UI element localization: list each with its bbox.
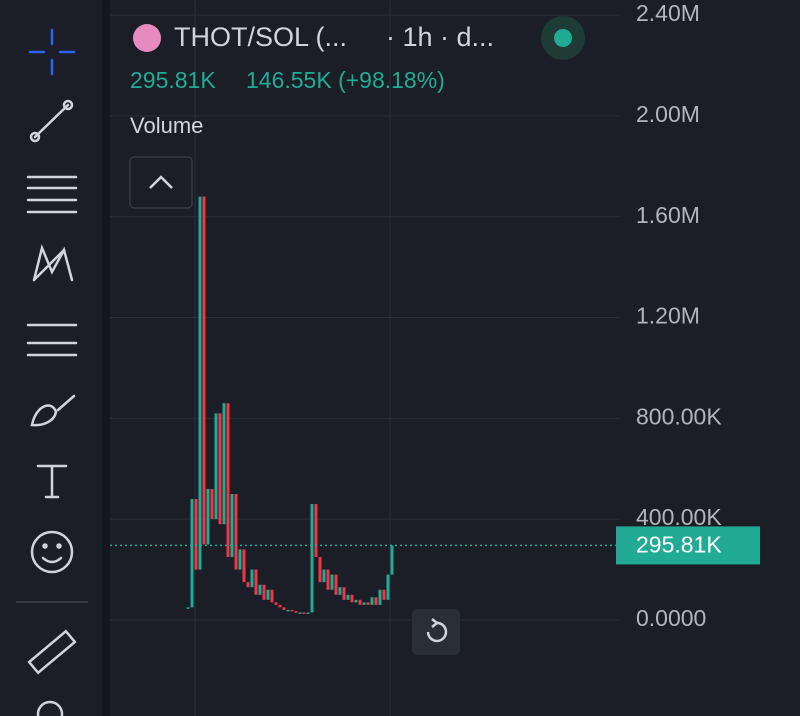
ruler-tool[interactable] (27, 629, 77, 675)
fib-tool[interactable] (26, 175, 78, 214)
pattern-tool[interactable] (32, 244, 74, 282)
candle (238, 549, 242, 570)
symbol: THOT/SOL (... (174, 22, 347, 52)
candle (226, 403, 230, 557)
last-price-label: 295.81K (636, 532, 722, 558)
zoom-tool[interactable] (36, 700, 64, 716)
candle (222, 403, 226, 525)
candle (230, 493, 234, 557)
candle (278, 604, 282, 608)
y-tick-label: 0.0000 (636, 605, 706, 631)
candle (390, 545, 394, 575)
candle (294, 611, 298, 613)
candle (190, 499, 194, 608)
candle (326, 569, 330, 590)
candle (210, 488, 214, 520)
candle (194, 499, 198, 570)
candle (186, 607, 190, 609)
candle (270, 589, 274, 603)
candle (266, 589, 270, 600)
brush-tool[interactable] (30, 394, 76, 427)
emoji-tool[interactable] (30, 530, 74, 574)
candle (198, 196, 202, 570)
trendline-tool[interactable] (29, 99, 74, 143)
candle (290, 609, 294, 612)
y-tick-label: 2.00M (636, 101, 700, 127)
candle (218, 413, 222, 525)
plot (110, 0, 620, 716)
reset-button[interactable] (412, 609, 460, 655)
y-tick-label: 800.00K (636, 403, 722, 429)
indicator-label: Volume (130, 113, 203, 138)
candle (374, 597, 378, 605)
candle (262, 584, 266, 600)
candle (342, 587, 346, 600)
y-tick-label: 1.20M (636, 303, 700, 329)
price: 295.81K (130, 67, 216, 93)
candle (246, 582, 250, 588)
candle (370, 597, 374, 605)
candle (318, 556, 322, 583)
last-price-tag (616, 526, 760, 565)
candle (206, 488, 210, 545)
candle (274, 602, 278, 605)
candle (330, 574, 334, 590)
candle (314, 504, 318, 557)
legend: THOT/SOL (... · 1h · d... 295.81K 146.55… (129, 16, 585, 655)
candle (302, 612, 306, 614)
change: 146.55K (+98.18%) (246, 67, 445, 93)
status-dot (554, 29, 572, 47)
collapse-button[interactable] (129, 156, 193, 209)
candle (250, 569, 254, 588)
y-tick-label: 400.00K (636, 504, 722, 530)
candle (366, 602, 370, 605)
candle (306, 612, 310, 614)
candle (298, 612, 302, 614)
candle (242, 549, 246, 583)
toolbar (0, 0, 102, 716)
token-icon (133, 24, 161, 52)
candle (254, 569, 258, 595)
candle (354, 599, 358, 603)
candle (214, 413, 218, 520)
toolbar-icons[interactable] (16, 28, 88, 716)
candle (286, 609, 290, 612)
candle (350, 594, 354, 603)
text-tool[interactable] (36, 464, 68, 499)
candle (310, 504, 314, 613)
candle (338, 587, 342, 595)
candle (322, 569, 326, 583)
candle (334, 574, 338, 595)
chart-pane (110, 0, 800, 716)
candle (362, 602, 366, 605)
y-tick-label: 2.40M (636, 0, 700, 26)
forecast-tool[interactable] (26, 323, 78, 357)
candle (386, 574, 390, 600)
candle (358, 599, 362, 605)
candle (382, 589, 386, 600)
crosshair-tool[interactable] (28, 28, 76, 76)
candle (234, 493, 238, 570)
candle (346, 594, 350, 600)
candle (282, 607, 286, 610)
candle (202, 196, 206, 545)
candle (258, 584, 262, 595)
interval: · 1h · d... (386, 22, 494, 52)
y-tick-label: 1.60M (636, 202, 700, 228)
candle (378, 589, 382, 605)
